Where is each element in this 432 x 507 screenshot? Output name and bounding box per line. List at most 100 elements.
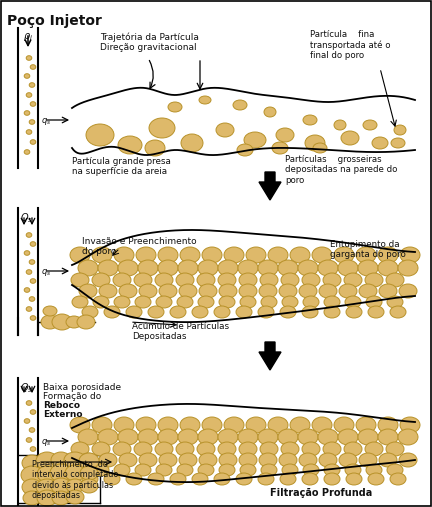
Ellipse shape — [92, 417, 112, 433]
Ellipse shape — [319, 284, 337, 298]
Ellipse shape — [64, 452, 86, 468]
Ellipse shape — [66, 479, 84, 493]
Text: $Q_s$: $Q_s$ — [20, 381, 33, 395]
Ellipse shape — [398, 429, 418, 445]
Ellipse shape — [366, 296, 382, 308]
Ellipse shape — [159, 453, 177, 467]
Ellipse shape — [202, 247, 222, 263]
Ellipse shape — [358, 260, 378, 276]
Ellipse shape — [176, 273, 194, 287]
Ellipse shape — [378, 417, 398, 433]
Ellipse shape — [344, 273, 362, 287]
Ellipse shape — [268, 417, 288, 433]
Ellipse shape — [323, 442, 341, 456]
Ellipse shape — [312, 417, 332, 433]
Text: $Q_s$: $Q_s$ — [20, 211, 33, 225]
Ellipse shape — [290, 247, 310, 263]
Ellipse shape — [24, 419, 30, 423]
Ellipse shape — [290, 417, 310, 433]
FancyArrow shape — [259, 172, 281, 200]
Ellipse shape — [240, 296, 256, 308]
Ellipse shape — [246, 417, 266, 433]
Ellipse shape — [239, 453, 257, 467]
Ellipse shape — [259, 284, 277, 298]
Ellipse shape — [258, 473, 274, 485]
Ellipse shape — [224, 247, 244, 263]
Ellipse shape — [305, 135, 325, 151]
Ellipse shape — [244, 132, 266, 148]
Ellipse shape — [30, 140, 36, 144]
Ellipse shape — [339, 453, 357, 467]
Ellipse shape — [298, 260, 318, 276]
Ellipse shape — [279, 453, 297, 467]
Ellipse shape — [345, 464, 361, 476]
Ellipse shape — [29, 428, 35, 432]
Text: Reboco: Reboco — [43, 401, 80, 410]
Ellipse shape — [198, 429, 218, 445]
Ellipse shape — [178, 260, 198, 276]
Ellipse shape — [259, 453, 277, 467]
Ellipse shape — [323, 273, 341, 287]
Ellipse shape — [179, 284, 197, 298]
Ellipse shape — [118, 429, 138, 445]
Ellipse shape — [37, 466, 57, 482]
Ellipse shape — [30, 410, 36, 414]
Ellipse shape — [390, 306, 406, 318]
Ellipse shape — [239, 442, 257, 456]
Ellipse shape — [260, 442, 278, 456]
Ellipse shape — [36, 452, 58, 470]
Ellipse shape — [126, 473, 142, 485]
Ellipse shape — [378, 429, 398, 445]
Ellipse shape — [119, 453, 137, 467]
Ellipse shape — [399, 453, 417, 467]
Ellipse shape — [394, 125, 406, 135]
Ellipse shape — [197, 273, 215, 287]
Ellipse shape — [26, 233, 32, 237]
Ellipse shape — [214, 306, 230, 318]
Ellipse shape — [318, 429, 338, 445]
Ellipse shape — [279, 284, 297, 298]
Ellipse shape — [145, 140, 165, 156]
Ellipse shape — [98, 429, 118, 445]
Ellipse shape — [379, 284, 397, 298]
Ellipse shape — [159, 284, 177, 298]
Ellipse shape — [366, 464, 382, 476]
Ellipse shape — [281, 273, 299, 287]
Text: Formação do: Formação do — [43, 392, 104, 401]
Ellipse shape — [134, 273, 152, 287]
Ellipse shape — [399, 284, 417, 298]
Ellipse shape — [99, 453, 117, 467]
Ellipse shape — [280, 473, 296, 485]
Ellipse shape — [302, 306, 318, 318]
Ellipse shape — [149, 118, 175, 138]
Ellipse shape — [282, 464, 298, 476]
Ellipse shape — [92, 247, 112, 263]
Ellipse shape — [118, 260, 138, 276]
Ellipse shape — [30, 242, 36, 246]
FancyArrow shape — [259, 342, 281, 370]
Ellipse shape — [66, 316, 82, 328]
Ellipse shape — [258, 260, 278, 276]
Ellipse shape — [51, 478, 71, 494]
Ellipse shape — [368, 473, 384, 485]
Ellipse shape — [236, 306, 252, 318]
Ellipse shape — [238, 260, 258, 276]
Ellipse shape — [219, 453, 237, 467]
Ellipse shape — [30, 65, 36, 69]
Ellipse shape — [356, 417, 376, 433]
Ellipse shape — [139, 453, 157, 467]
Text: Trajetória da Partícula
Direção gravitacional: Trajetória da Partícula Direção gravitac… — [100, 32, 199, 52]
Ellipse shape — [156, 296, 172, 308]
Ellipse shape — [114, 247, 134, 263]
Ellipse shape — [65, 465, 85, 481]
Ellipse shape — [179, 453, 197, 467]
Ellipse shape — [268, 247, 288, 263]
Ellipse shape — [239, 284, 257, 298]
Ellipse shape — [198, 464, 214, 476]
Ellipse shape — [26, 270, 32, 274]
Ellipse shape — [280, 306, 296, 318]
Ellipse shape — [30, 279, 36, 283]
Ellipse shape — [214, 473, 230, 485]
Ellipse shape — [24, 111, 30, 115]
Ellipse shape — [302, 442, 320, 456]
